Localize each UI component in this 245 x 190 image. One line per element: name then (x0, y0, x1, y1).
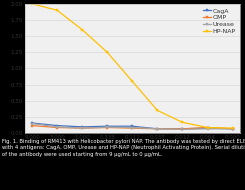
Urease (231, 128, 234, 130)
Line: OMP: OMP (31, 124, 234, 130)
Urease (81, 127, 84, 129)
CagA (31, 122, 34, 124)
Urease (31, 123, 34, 125)
HP-NAP (156, 109, 159, 112)
Urease (156, 128, 159, 130)
HP-NAP (231, 127, 234, 129)
Line: Urease: Urease (31, 122, 234, 131)
OMP (56, 126, 59, 129)
Line: CagA: CagA (31, 122, 234, 130)
CagA (181, 128, 184, 130)
OMP (131, 127, 134, 129)
CagA (56, 124, 59, 127)
HP-NAP (56, 9, 59, 11)
Legend: CagA, OMP, Urease, HP-NAP: CagA, OMP, Urease, HP-NAP (202, 7, 237, 36)
Line: HP-NAP: HP-NAP (31, 2, 234, 130)
CagA (231, 128, 234, 130)
HP-NAP (81, 28, 84, 31)
HP-NAP (31, 3, 34, 5)
OMP (81, 127, 84, 129)
OMP (156, 128, 159, 130)
HP-NAP (106, 51, 109, 53)
OMP (106, 126, 109, 129)
CagA (106, 125, 109, 127)
Urease (56, 126, 59, 128)
HP-NAP (131, 80, 134, 82)
CagA (131, 125, 134, 127)
Urease (106, 126, 109, 128)
OMP (231, 128, 234, 130)
CagA (206, 127, 209, 129)
Urease (181, 128, 184, 131)
OMP (31, 124, 34, 127)
HP-NAP (181, 121, 184, 124)
CagA (156, 128, 159, 130)
Text: Fig. 1. Binding of RM413 with Helicobacter pylori NAP. The antibody was tested b: Fig. 1. Binding of RM413 with Helicobact… (2, 139, 245, 157)
OMP (181, 128, 184, 130)
Urease (131, 126, 134, 129)
Urease (206, 128, 209, 130)
CagA (81, 126, 84, 128)
HP-NAP (206, 126, 209, 129)
OMP (206, 126, 209, 129)
